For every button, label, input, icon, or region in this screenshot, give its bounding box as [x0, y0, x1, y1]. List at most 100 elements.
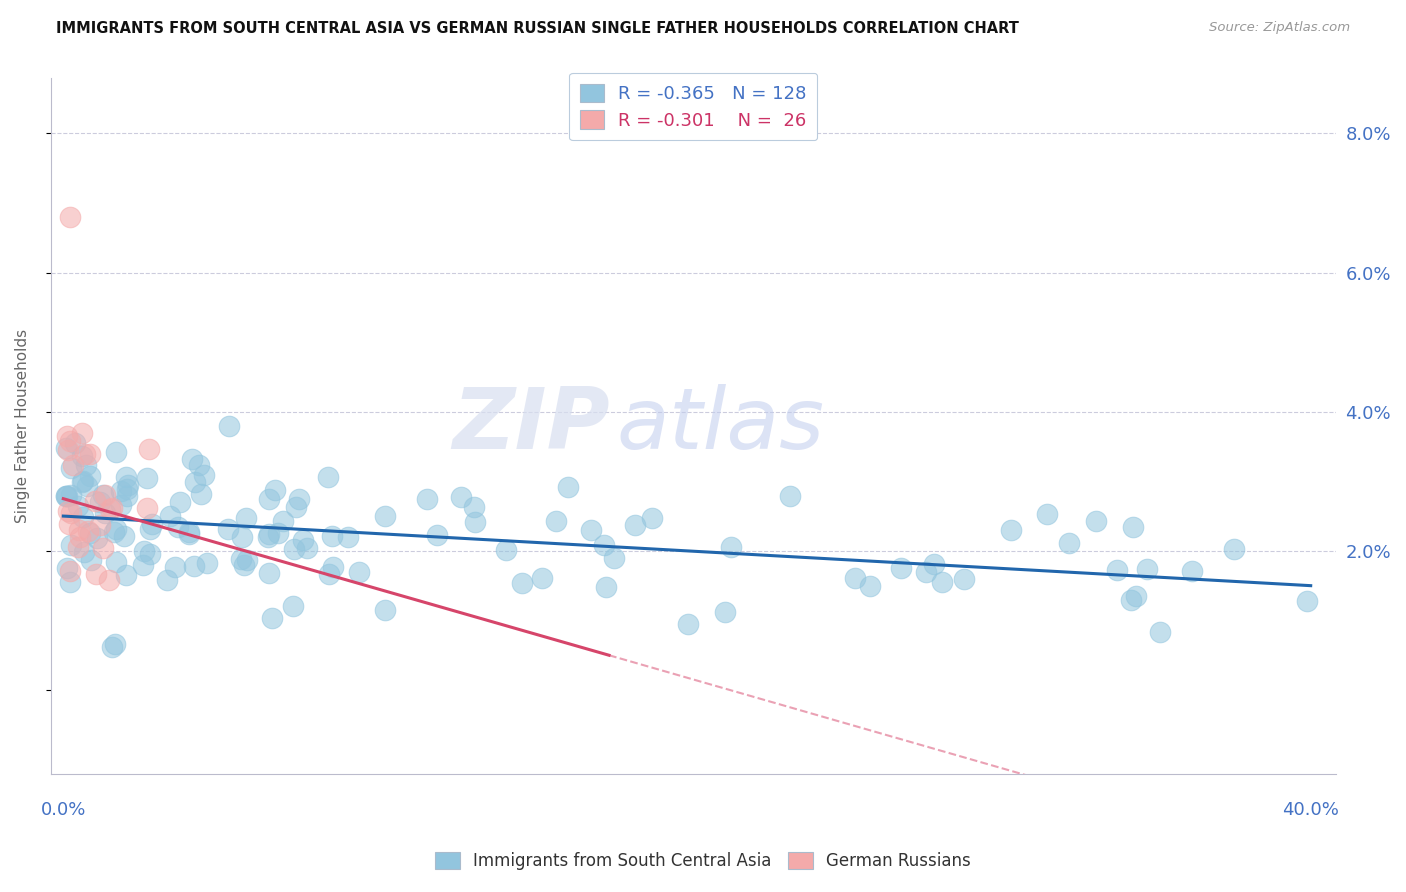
Point: [640, 511, 662, 525]
Point: [59, 506, 82, 520]
Point: [55, 441, 77, 455]
Point: [115, 489, 138, 503]
Point: [1035, 507, 1057, 521]
Point: [267, 525, 290, 540]
Point: [1223, 542, 1246, 557]
Point: [83, 494, 105, 508]
Point: [77, 524, 100, 539]
Point: [58, 516, 80, 531]
Point: [1057, 536, 1080, 550]
Point: [546, 515, 568, 529]
Point: [579, 524, 602, 538]
Point: [55, 561, 77, 575]
Point: [1136, 562, 1159, 576]
Point: [259, 492, 281, 507]
Point: [62, 458, 84, 472]
Point: [190, 487, 212, 501]
Point: [66, 540, 89, 554]
Point: [56, 442, 79, 457]
Point: [922, 557, 945, 571]
Point: [72, 510, 94, 524]
Point: [257, 566, 280, 581]
Point: [79, 525, 101, 540]
Point: [263, 483, 285, 497]
Point: [59, 564, 82, 578]
Point: [136, 471, 159, 485]
Point: [1122, 520, 1144, 534]
Point: [110, 499, 132, 513]
Point: [283, 542, 305, 557]
Point: [55, 489, 77, 503]
Point: [193, 468, 215, 483]
Point: [115, 482, 138, 496]
Text: 40.0%: 40.0%: [1282, 801, 1339, 820]
Point: [593, 538, 616, 552]
Point: [115, 470, 138, 484]
Point: [347, 566, 370, 580]
Legend: Immigrants from South Central Asia, German Russians: Immigrants from South Central Asia, Germ…: [427, 845, 979, 877]
Point: [259, 527, 281, 541]
Point: [374, 508, 396, 523]
Point: [93, 506, 115, 520]
Point: [1000, 524, 1022, 538]
Point: [557, 480, 579, 494]
Point: [80, 553, 103, 567]
Point: [858, 579, 880, 593]
Point: [56, 504, 79, 518]
Point: [91, 541, 114, 555]
Point: [60, 539, 83, 553]
Point: [531, 571, 554, 585]
Point: [1105, 563, 1128, 577]
Point: [464, 515, 486, 529]
Point: [426, 528, 449, 542]
Point: [495, 542, 517, 557]
Point: [318, 566, 340, 581]
Point: [281, 599, 304, 614]
Point: [70, 449, 93, 463]
Point: [218, 419, 240, 434]
Legend: R = -0.365   N = 128, R = -0.301    N =  26: R = -0.365 N = 128, R = -0.301 N = 26: [569, 73, 817, 140]
Point: [1181, 564, 1204, 578]
Point: [56, 489, 79, 503]
Point: [374, 603, 396, 617]
Point: [86, 567, 108, 582]
Point: [512, 575, 534, 590]
Point: [55, 489, 77, 503]
Point: [603, 550, 626, 565]
Point: [100, 500, 122, 515]
Point: [139, 547, 162, 561]
Point: [70, 475, 93, 489]
Point: [184, 475, 207, 489]
Text: atlas: atlas: [616, 384, 824, 467]
Text: 0.0%: 0.0%: [41, 801, 86, 820]
Point: [177, 524, 200, 539]
Point: [197, 556, 219, 570]
Point: [115, 567, 138, 582]
Point: [450, 490, 472, 504]
Point: [86, 531, 108, 545]
Point: [231, 551, 253, 566]
Point: [98, 502, 121, 516]
Point: [284, 500, 307, 515]
Point: [231, 530, 253, 544]
Point: [117, 477, 139, 491]
Point: [287, 492, 309, 507]
Point: [97, 573, 120, 587]
Point: [59, 575, 82, 590]
Point: [89, 518, 111, 533]
Y-axis label: Single Father Households: Single Father Households: [15, 328, 30, 523]
Point: [463, 500, 485, 515]
Point: [316, 470, 339, 484]
Point: [67, 523, 90, 537]
Point: [73, 545, 96, 559]
Point: [322, 560, 344, 574]
Point: [139, 522, 162, 536]
Point: [104, 445, 127, 459]
Point: [65, 436, 87, 450]
Point: [110, 484, 132, 499]
Point: [69, 530, 91, 544]
Point: [59, 461, 82, 475]
Point: [779, 489, 801, 503]
Point: [103, 524, 125, 539]
Point: [73, 447, 96, 461]
